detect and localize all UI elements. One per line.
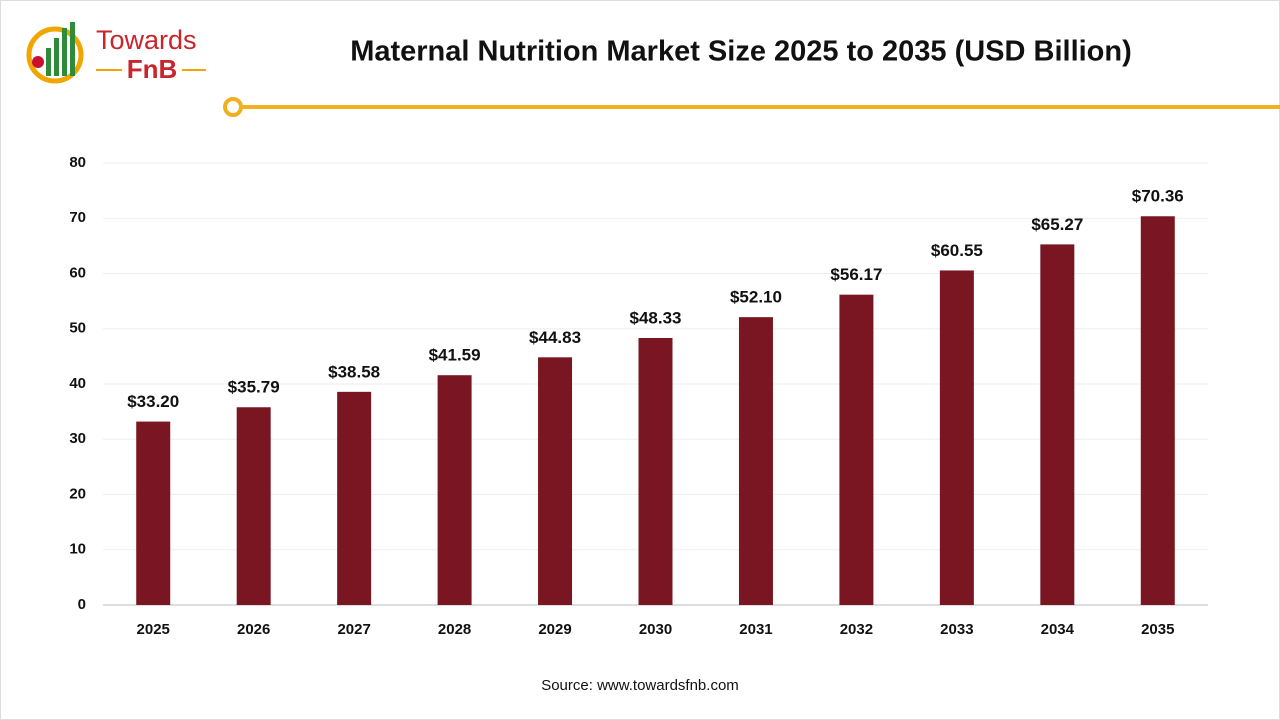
y-tick-label: 60 (69, 264, 86, 281)
bar (1140, 216, 1175, 606)
x-tick-label: 2026 (237, 621, 270, 638)
bar (738, 317, 773, 605)
y-tick-label: 80 (69, 154, 86, 171)
x-tick-label: 2025 (137, 621, 170, 638)
y-tick-label: 50 (69, 320, 86, 337)
logo-bar (54, 38, 59, 76)
bar (136, 421, 171, 605)
y-tick-label: 70 (69, 209, 86, 226)
y-tick-label: 20 (69, 485, 86, 502)
value-label: $38.58 (328, 362, 380, 381)
logo-bar (46, 48, 51, 76)
y-tick-label: 0 (78, 596, 86, 613)
bar (939, 270, 974, 605)
logo-ring (26, 26, 84, 84)
x-tick-label: 2030 (639, 621, 672, 638)
value-label: $60.55 (931, 241, 983, 260)
value-label: $52.10 (730, 288, 782, 307)
y-tick-label: 30 (69, 430, 86, 447)
bar (1040, 244, 1075, 606)
value-label: $56.17 (830, 265, 882, 284)
x-tick-label: 2032 (840, 621, 873, 638)
logo-text: FnB (127, 54, 178, 84)
x-tick-label: 2031 (739, 621, 772, 638)
x-tick-label: 2028 (438, 621, 471, 638)
logo-bar (70, 22, 75, 76)
source: Source: www.towardsfnb.com (541, 677, 739, 694)
logo-dot (32, 56, 44, 68)
bar (638, 337, 673, 605)
y-tick-label: 10 (69, 541, 86, 558)
value-label: $44.83 (529, 328, 581, 347)
y-tick-label: 40 (69, 375, 86, 392)
header-dot (223, 97, 243, 117)
bar (538, 357, 573, 605)
value-label: $33.20 (127, 392, 179, 411)
x-tick-label: 2027 (337, 621, 370, 638)
bar (236, 407, 271, 605)
value-label: $41.59 (429, 346, 481, 365)
x-tick-label: 2033 (940, 621, 973, 638)
logo: Towards FnB (26, 22, 206, 84)
bar (337, 391, 372, 605)
value-label: $35.79 (228, 378, 280, 397)
logo-bar (62, 28, 67, 76)
bar (437, 375, 472, 605)
value-label: $70.36 (1132, 187, 1184, 206)
bar (839, 294, 874, 605)
value-label: $65.27 (1031, 215, 1083, 234)
x-tick-label: 2029 (538, 621, 571, 638)
logo-text: Towards (96, 25, 197, 55)
x-tick-label: 2034 (1041, 621, 1075, 638)
value-label: $48.33 (630, 308, 682, 327)
chart-title: Maternal Nutrition Market Size 2025 to 2… (350, 36, 1132, 68)
x-tick-label: 2035 (1141, 621, 1174, 638)
